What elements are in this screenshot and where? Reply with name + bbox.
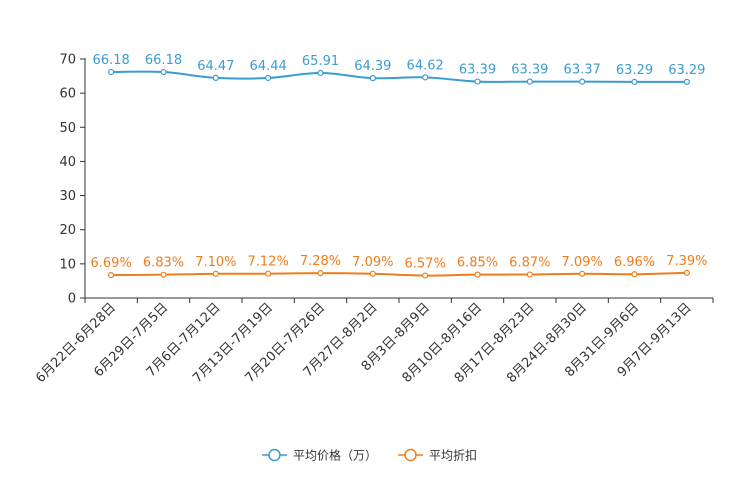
data-point <box>579 78 586 85</box>
y-tick-label: 20 <box>59 223 76 238</box>
data-label: 63.39 <box>459 63 496 78</box>
y-tick-label: 50 <box>59 121 76 136</box>
data-label: 66.18 <box>145 53 182 68</box>
data-point <box>265 270 272 277</box>
data-label: 6.96% <box>614 255 655 270</box>
data-point <box>160 271 167 278</box>
series-line <box>111 271 687 277</box>
data-point <box>422 74 429 81</box>
data-label: 7.28% <box>300 254 341 269</box>
data-point <box>631 78 638 86</box>
data-label: 63.29 <box>668 63 705 78</box>
data-label: 63.29 <box>616 63 653 78</box>
data-label: 63.39 <box>511 63 548 78</box>
data-label: 66.18 <box>93 53 130 68</box>
data-point <box>108 272 115 279</box>
data-point <box>212 74 219 81</box>
series-1: 66.18 66.18 64.47 64.44 65.91 64.39 64.62 63.39… <box>93 53 705 86</box>
y-tick-label: 30 <box>59 189 76 204</box>
data-point <box>631 271 638 278</box>
y-tick-label: 40 <box>59 155 76 170</box>
data-label: 6.57% <box>405 257 446 272</box>
data-label: 7.09% <box>352 255 393 270</box>
data-point <box>160 68 167 76</box>
data-point <box>212 270 219 277</box>
y-axis-ticks: 0 10 20 30 40 50 60 70 <box>59 53 85 307</box>
data-point <box>474 271 481 278</box>
data-label: 63.37 <box>564 63 601 78</box>
data-label: 64.62 <box>407 58 444 73</box>
data-point <box>683 269 690 276</box>
data-label: 6.87% <box>509 256 550 271</box>
data-point <box>317 270 324 277</box>
data-label: 64.39 <box>354 59 391 74</box>
data-point <box>526 78 533 85</box>
data-point <box>579 270 586 277</box>
data-point <box>317 69 324 77</box>
y-tick-label: 10 <box>59 257 76 272</box>
data-point <box>683 78 690 86</box>
legend-marker-icon <box>268 448 281 462</box>
data-point <box>474 78 481 85</box>
legend-label: 平均折扣 <box>429 448 477 463</box>
series-2: 6.69% 6.83% 7.10% 7.12% 7.28% 7.09% 6.57% 6.85%… <box>91 254 707 279</box>
data-label: 7.12% <box>248 255 289 270</box>
data-label: 7.09% <box>562 255 603 270</box>
data-point <box>108 68 115 76</box>
data-point <box>422 272 429 279</box>
data-label: 6.85% <box>457 256 498 271</box>
data-label: 6.69% <box>91 256 132 271</box>
data-point <box>369 270 376 277</box>
y-tick-label: 0 <box>68 292 76 307</box>
data-label: 7.39% <box>666 254 707 269</box>
data-label: 64.47 <box>197 59 234 74</box>
y-tick-label: 70 <box>59 53 76 68</box>
data-label: 64.44 <box>250 59 287 74</box>
data-point <box>265 74 272 82</box>
series-line <box>111 70 687 83</box>
x-axis-ticks: 6月22日-6月28日6月29日-7月5日7月6日-7月12日7月13日-7月1… <box>33 298 714 386</box>
y-tick-label: 60 <box>59 87 76 102</box>
legend-marker-icon <box>404 448 417 462</box>
series-layer: 66.18 66.18 64.47 64.44 65.91 64.39 64.62 63.39… <box>91 53 707 279</box>
legend-item-2[interactable]: 平均折扣 <box>398 448 477 463</box>
data-label: 7.10% <box>195 255 236 270</box>
legend-label: 平均价格（万） <box>293 448 377 463</box>
data-point <box>369 75 376 82</box>
legend-item-1[interactable]: 平均价格（万） <box>262 448 377 463</box>
data-label: 6.83% <box>143 256 184 271</box>
data-label: 65.91 <box>302 54 339 69</box>
data-point <box>526 271 533 278</box>
legend[interactable]: 平均价格（万） 平均折扣 <box>262 448 477 463</box>
